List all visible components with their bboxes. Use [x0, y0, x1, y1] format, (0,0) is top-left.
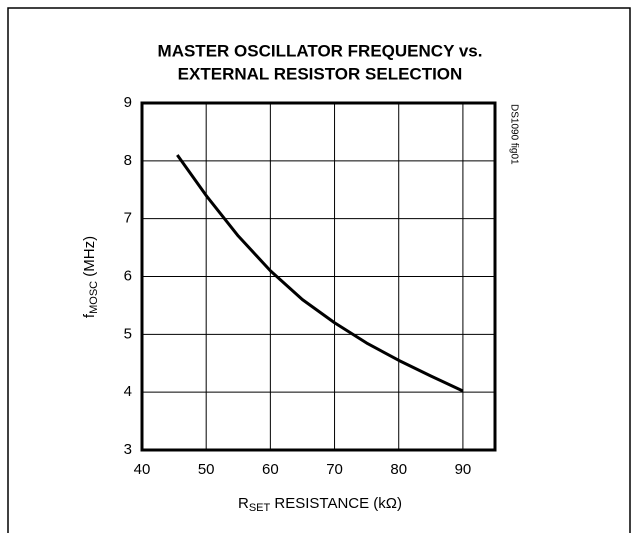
y-tick-label: 8	[124, 152, 132, 169]
x-tick-label: 40	[134, 461, 151, 478]
plot-border	[140, 101, 497, 452]
x-label-main: R	[238, 495, 249, 512]
line-series	[176, 154, 464, 393]
x-tick-label: 50	[198, 461, 215, 478]
x-label-sub: SET	[249, 502, 271, 514]
y-tick-label: 9	[124, 94, 132, 111]
x-tick-label: 60	[262, 461, 279, 478]
y-tick-label: 5	[124, 325, 132, 342]
y-label-sub: MOSC	[88, 281, 100, 314]
y-label-rest: (MHz)	[81, 236, 98, 281]
y-tick-label: 3	[124, 441, 132, 458]
x-axis-label: RSET RESISTANCE (kΩ)	[238, 495, 402, 514]
annotation: DS1090 fig01	[508, 104, 519, 165]
y-tick-label: 4	[124, 383, 132, 400]
y-tick-label: 7	[124, 210, 132, 227]
y-tick-label: 6	[124, 267, 132, 284]
x-tick-label: 70	[326, 461, 343, 478]
chart-title: EXTERNAL RESISTOR SELECTION	[178, 64, 463, 83]
y-label-main: f	[81, 313, 98, 318]
y-axis-label: fMOSC (MHz)	[81, 236, 100, 318]
chart-title: MASTER OSCILLATOR FREQUENCY vs.	[158, 41, 483, 60]
x-label-rest: RESISTANCE (kΩ)	[270, 495, 402, 512]
frame	[7, 7, 631, 533]
x-tick-label: 90	[455, 461, 472, 478]
x-tick-label: 80	[390, 461, 407, 478]
